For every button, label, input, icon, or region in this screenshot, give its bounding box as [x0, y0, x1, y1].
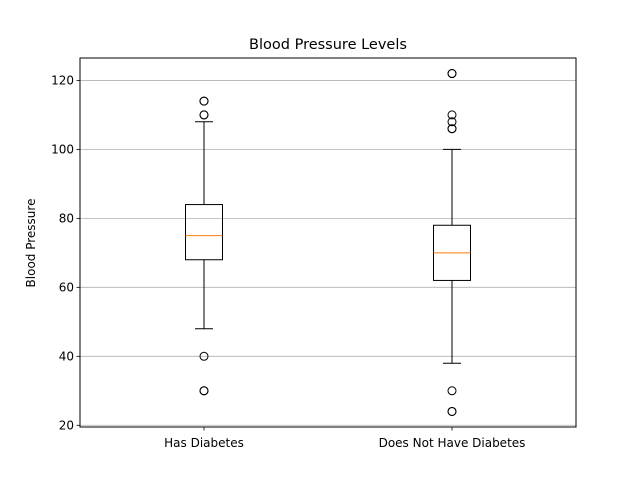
chart-title: Blood Pressure Levels	[249, 37, 407, 53]
x-tick-label: Does Not Have Diabetes	[379, 436, 526, 450]
box-group	[433, 69, 471, 416]
box-group	[185, 96, 223, 396]
y-tick-label: 60	[59, 281, 74, 295]
outlier-point	[199, 351, 209, 361]
y-tick-label: 80	[59, 212, 74, 226]
grid	[80, 80, 576, 426]
outlier-point	[447, 110, 457, 120]
outlier-point	[447, 69, 457, 79]
box-iqr	[185, 204, 223, 261]
outlier-point	[199, 96, 209, 106]
outlier-point	[447, 386, 457, 396]
outlier-point	[447, 124, 457, 134]
y-tick-label: 20	[59, 419, 74, 433]
y-axis: 20 40 60 80 100 120	[51, 74, 80, 433]
y-axis-label: Blood Pressure	[24, 199, 38, 288]
outlier-point	[447, 406, 457, 416]
outlier-point	[199, 110, 209, 120]
outlier-point	[447, 117, 457, 127]
y-tick-label: 100	[51, 143, 74, 157]
y-tick-label: 40	[59, 350, 74, 364]
y-tick-label: 120	[51, 74, 74, 88]
outlier-point	[199, 386, 209, 396]
x-tick-label: Has Diabetes	[164, 436, 244, 450]
x-axis: Has Diabetes Does Not Have Diabetes	[164, 427, 525, 450]
plot-frame	[79, 57, 577, 428]
boxes	[185, 69, 471, 416]
